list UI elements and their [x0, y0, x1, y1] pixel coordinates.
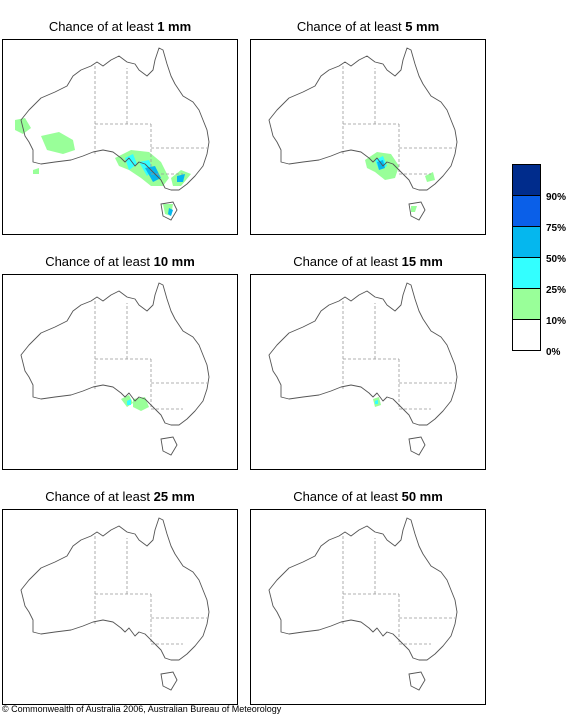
map-canvas	[20, 517, 210, 691]
probability-region	[133, 397, 149, 411]
map-canvas	[268, 282, 458, 456]
tasmania-coastline	[160, 436, 178, 456]
probability-region	[375, 400, 378, 404]
copyright-footer: © Commonwealth of Australia 2006, Austra…	[2, 704, 282, 714]
tasmania-coastline	[408, 671, 426, 691]
probability-region	[425, 172, 435, 182]
legend-swatch-25	[512, 257, 541, 289]
australia-map	[2, 39, 238, 235]
legend-swatch-50	[512, 226, 541, 258]
legend-label-25: 25%	[546, 285, 567, 296]
australia-map	[250, 39, 486, 235]
mainland-fill	[269, 518, 457, 660]
tasmania-coastline	[160, 671, 178, 691]
map-canvas	[268, 47, 458, 221]
legend-label-90: 90%	[546, 192, 567, 203]
probability-region	[33, 168, 39, 174]
panel-title: Chance of at least 1 mm	[48, 19, 192, 34]
mainland-coastline	[20, 517, 210, 661]
probability-legend: 90% 75% 50% 25% 10% 0%	[512, 164, 566, 358]
australia-map	[2, 274, 238, 470]
legend-swatch-90	[512, 164, 541, 196]
mainland-coastline	[268, 282, 458, 426]
tasmania-coastline	[408, 201, 426, 221]
mainland-fill	[21, 48, 209, 190]
mainland-coastline	[268, 517, 458, 661]
panel-title: Chance of at least 10 mm	[45, 254, 195, 269]
mainland-coastline	[268, 47, 458, 191]
legend-swatch-0	[512, 319, 541, 351]
panel-title: Chance of at least 50 mm	[293, 489, 443, 504]
probability-region	[127, 399, 131, 405]
map-canvas	[20, 282, 210, 456]
map-canvas	[15, 47, 210, 221]
legend-swatch-10	[512, 288, 541, 320]
probability-region	[411, 206, 417, 212]
tasmania-coastline	[160, 201, 178, 221]
probability-region	[41, 132, 75, 154]
legend-label-75: 75%	[546, 223, 567, 234]
map-canvas	[268, 517, 458, 691]
probability-region	[177, 174, 185, 182]
probability-region	[168, 208, 173, 216]
legend-label-50: 50%	[546, 254, 567, 265]
mainland-fill	[269, 48, 457, 190]
mainland-fill	[21, 283, 209, 425]
panel-title: Chance of at least 25 mm	[45, 489, 195, 504]
probability-region	[377, 160, 385, 170]
mainland-fill	[21, 518, 209, 660]
legend-label-0: 0%	[546, 347, 561, 358]
australia-map	[2, 509, 238, 705]
probability-region	[15, 118, 31, 134]
probability-region	[125, 154, 137, 170]
tasmania-coastline	[408, 436, 426, 456]
australia-map	[250, 509, 486, 705]
mainland-coastline	[20, 282, 210, 426]
legend-label-10: 10%	[546, 316, 567, 327]
australia-map	[250, 274, 486, 470]
panel-title: Chance of at least 5 mm	[296, 19, 440, 34]
panel-title: Chance of at least 15 mm	[293, 254, 443, 269]
mainland-coastline	[20, 47, 210, 191]
legend-swatch-75	[512, 195, 541, 227]
mainland-fill	[269, 283, 457, 425]
